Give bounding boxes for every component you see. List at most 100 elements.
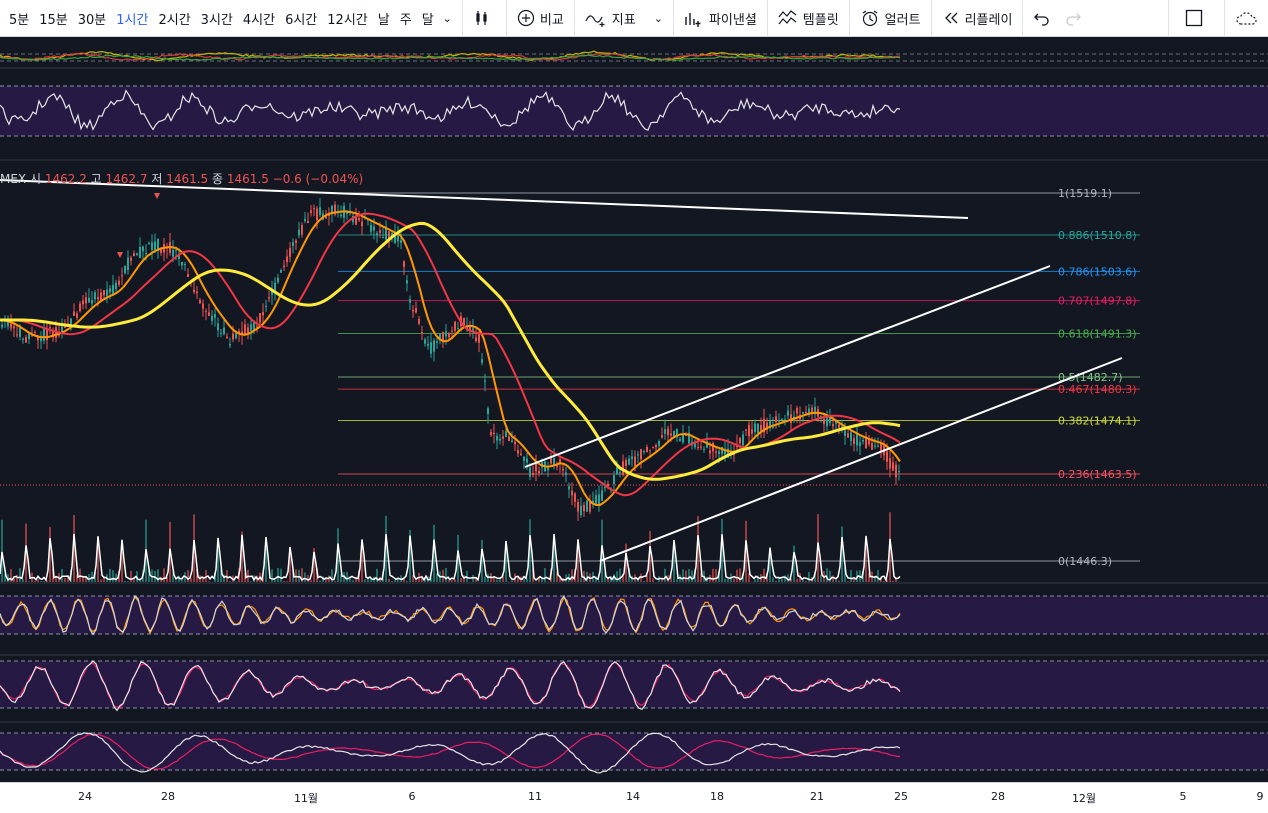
volume-bar xyxy=(664,568,666,582)
volume-bar xyxy=(559,575,561,582)
volume-bar xyxy=(376,568,378,582)
volume-bar xyxy=(121,546,123,582)
financials-button[interactable]: 파이낸셜 xyxy=(680,9,761,28)
resistance-trendline[interactable] xyxy=(0,179,969,219)
top-osc-line-red xyxy=(0,52,901,61)
toolbar-divider xyxy=(1224,0,1225,37)
volume-bar xyxy=(571,569,573,582)
volume-bar xyxy=(307,574,309,582)
candle-body xyxy=(259,313,261,323)
interval-option[interactable]: 3시간 xyxy=(200,12,233,28)
candle-body xyxy=(49,327,51,329)
candle-body xyxy=(133,253,135,257)
volume-bar xyxy=(838,580,840,582)
interval-option[interactable]: 1시간 xyxy=(116,12,149,28)
interval-option[interactable]: 15분 xyxy=(39,12,68,28)
time-tick-label: 18 xyxy=(710,790,724,803)
candle-body xyxy=(52,330,54,338)
fib-retracement[interactable]: 1(1519.1) 0.886(1510.8) 0.786(1503.6) 0.707… xyxy=(338,187,1140,568)
candle-body xyxy=(265,306,267,308)
cloud-save-button[interactable] xyxy=(1231,9,1268,27)
volume-bar xyxy=(151,569,153,582)
volume-bar xyxy=(304,572,306,582)
volume-bar xyxy=(265,541,267,582)
chevron-down-icon[interactable]: ⌄ xyxy=(442,11,452,25)
toolbar-divider xyxy=(848,0,850,37)
candle-body xyxy=(706,441,708,448)
replay-button[interactable]: 리플레이 xyxy=(938,9,1017,28)
time-axis[interactable]: 24 28 11월 6 11 14 18 21 25 28 12월 5 9 xyxy=(0,782,1268,813)
volume-bar xyxy=(157,569,159,582)
low-label: 저 xyxy=(151,172,166,186)
candle-body xyxy=(175,249,177,251)
signal-marker xyxy=(154,193,160,199)
chart-style-button[interactable] xyxy=(469,9,500,27)
candle-body xyxy=(127,257,129,271)
rsi-band xyxy=(0,86,1268,136)
volume-bar xyxy=(346,571,348,582)
candle-body xyxy=(433,340,435,352)
candle-body xyxy=(313,208,315,210)
candle-body xyxy=(328,214,330,217)
candle-body xyxy=(580,505,582,516)
toolbar-divider xyxy=(573,0,575,37)
candle-body xyxy=(10,323,12,329)
interval-option[interactable]: 주 xyxy=(399,12,412,28)
fullscreen-button[interactable] xyxy=(1175,9,1218,27)
chevron-down-icon[interactable]: ⌄ xyxy=(653,11,663,25)
candle-body xyxy=(208,312,210,316)
volume-bar xyxy=(271,569,273,582)
interval-option[interactable]: 2시간 xyxy=(158,12,191,28)
candle-body xyxy=(874,445,876,447)
templates-button[interactable]: 템플릿 xyxy=(774,9,843,28)
interval-option[interactable]: 6시간 xyxy=(285,12,318,28)
alert-button[interactable]: 얼러트 xyxy=(856,9,925,28)
candle-body xyxy=(136,253,138,255)
candle-body xyxy=(634,456,636,467)
channel-upper-trendline[interactable] xyxy=(524,265,1051,468)
candle-body xyxy=(631,456,633,460)
volume-bar xyxy=(682,569,684,582)
toolbar-divider xyxy=(766,0,768,37)
volume-bar xyxy=(649,530,651,582)
candle-body xyxy=(184,263,186,266)
volume-bar xyxy=(784,575,786,582)
volume-bar xyxy=(40,581,42,582)
candle-body xyxy=(346,212,348,214)
compare-button[interactable]: 비교 xyxy=(513,9,568,28)
volume-bar xyxy=(781,576,783,582)
interval-option[interactable]: 12시간 xyxy=(327,12,368,28)
redo-button[interactable] xyxy=(1060,9,1091,27)
interval-option[interactable]: 5분 xyxy=(9,12,30,28)
channel-lower-trendline[interactable] xyxy=(599,357,1123,562)
indicators-button[interactable]: 지표 xyxy=(581,9,640,28)
candle-body xyxy=(493,432,495,435)
candle-body xyxy=(406,280,408,284)
interval-option[interactable]: 달 xyxy=(421,12,434,28)
ma-fast-line xyxy=(0,210,901,506)
volume-bar xyxy=(532,568,534,582)
candle-body xyxy=(187,274,189,277)
volume-bar xyxy=(814,574,816,582)
candle-body xyxy=(145,253,147,255)
volume-bar xyxy=(541,577,543,582)
osc-band-1 xyxy=(0,596,1268,634)
candle-body xyxy=(628,458,630,465)
candle-body xyxy=(79,303,81,312)
interval-option[interactable]: 30분 xyxy=(77,12,107,28)
toolbar-divider xyxy=(930,0,932,37)
chart-canvas[interactable]: 1(1519.1) 0.886(1510.8) 0.786(1503.6) 0.707… xyxy=(0,37,1268,804)
candle-body xyxy=(154,241,156,251)
candle-body xyxy=(385,226,387,240)
candle-body xyxy=(538,470,540,474)
candle-body xyxy=(16,334,18,336)
candle-body xyxy=(250,324,252,331)
volume-bar xyxy=(553,538,555,582)
candle-body xyxy=(559,459,561,463)
volume-bar xyxy=(187,570,189,582)
undo-button[interactable] xyxy=(1029,9,1060,27)
interval-option[interactable]: 4시간 xyxy=(242,12,276,28)
interval-option[interactable]: 날 xyxy=(377,12,390,28)
candle-body xyxy=(664,429,666,434)
volume-bar xyxy=(310,580,312,582)
